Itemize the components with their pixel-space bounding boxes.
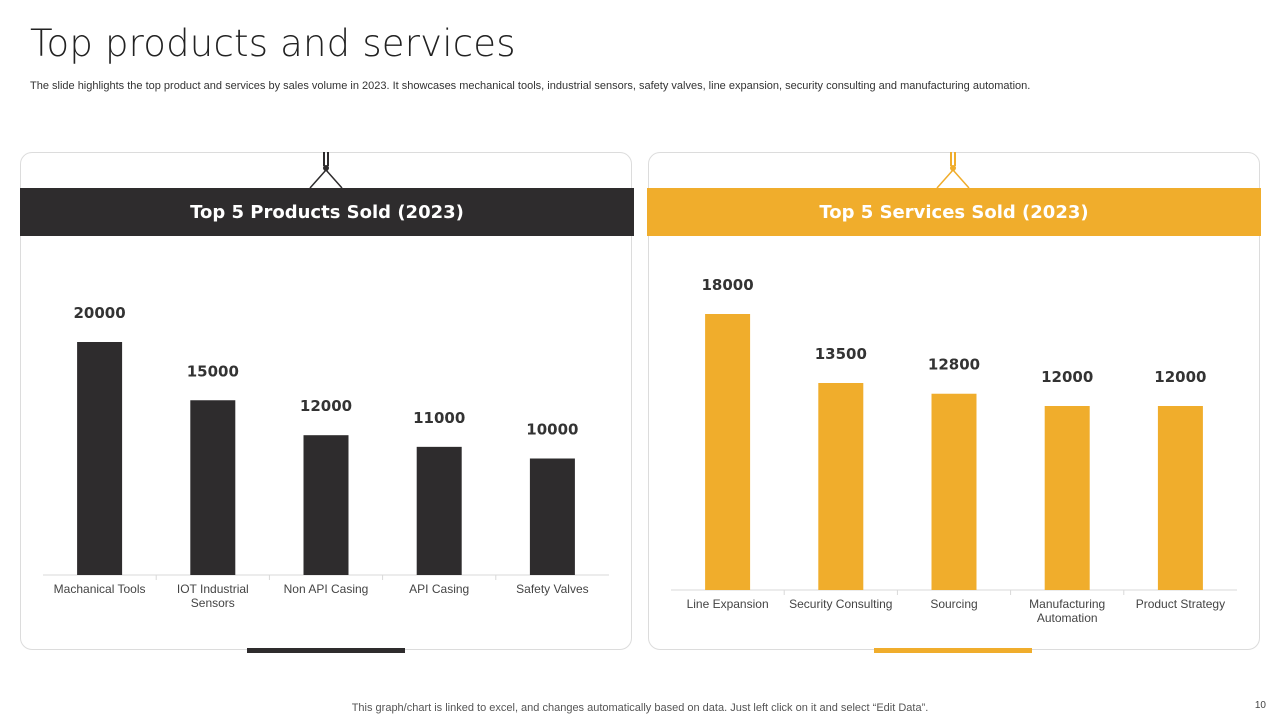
data-label-5: 12000 [1154, 368, 1206, 386]
hanger-icon [309, 152, 343, 189]
footer-note: This graph/chart is linked to excel, and… [351, 702, 929, 714]
bar-4[interactable] [1044, 406, 1090, 590]
data-label-1: 18000 [702, 276, 754, 294]
data-label-1: 20000 [74, 304, 126, 322]
bar-5[interactable] [1157, 406, 1203, 590]
bar-4[interactable] [416, 446, 462, 575]
bar-2[interactable] [818, 383, 864, 590]
bar-5[interactable] [529, 458, 575, 576]
bar-3[interactable] [303, 435, 349, 575]
category-label-3: Sourcing [930, 597, 977, 611]
data-label-3: 12800 [928, 356, 980, 374]
bar-1[interactable] [705, 314, 751, 590]
services-panel-tab [874, 648, 1032, 653]
category-label-1: Machanical Tools [54, 582, 146, 596]
data-label-5: 10000 [526, 421, 578, 439]
bar-1[interactable] [77, 342, 123, 575]
slide-title: Top products and services [30, 22, 516, 65]
category-label-4: API Casing [409, 582, 469, 596]
bar-3[interactable] [931, 393, 977, 590]
category-label-2: Security Consulting [789, 597, 892, 611]
data-label-2: 13500 [815, 345, 867, 363]
products-panel-tab [247, 648, 405, 653]
category-label-2: IOT Industrial Sensors [177, 582, 249, 610]
data-label-2: 15000 [187, 362, 239, 380]
data-label-4: 11000 [413, 409, 465, 427]
slide-subtitle: The slide highlights the top product and… [30, 80, 1031, 92]
category-label-5: Product Strategy [1136, 597, 1225, 611]
category-label-3: Non API Casing [284, 582, 369, 596]
category-label-5: Safety Valves [516, 582, 588, 596]
category-label-1: Line Expansion [687, 597, 769, 611]
data-label-3: 12000 [300, 397, 352, 415]
data-label-4: 12000 [1041, 368, 1093, 386]
category-label-4: Manufacturing Automation [1029, 597, 1105, 625]
page-number: 10 [1254, 700, 1266, 711]
products-chart-title: Top 5 Products Sold (2023) [20, 188, 634, 236]
services-chart-title: Top 5 Services Sold (2023) [647, 188, 1261, 236]
bar-2[interactable] [190, 400, 236, 575]
hanger-icon [936, 152, 970, 189]
